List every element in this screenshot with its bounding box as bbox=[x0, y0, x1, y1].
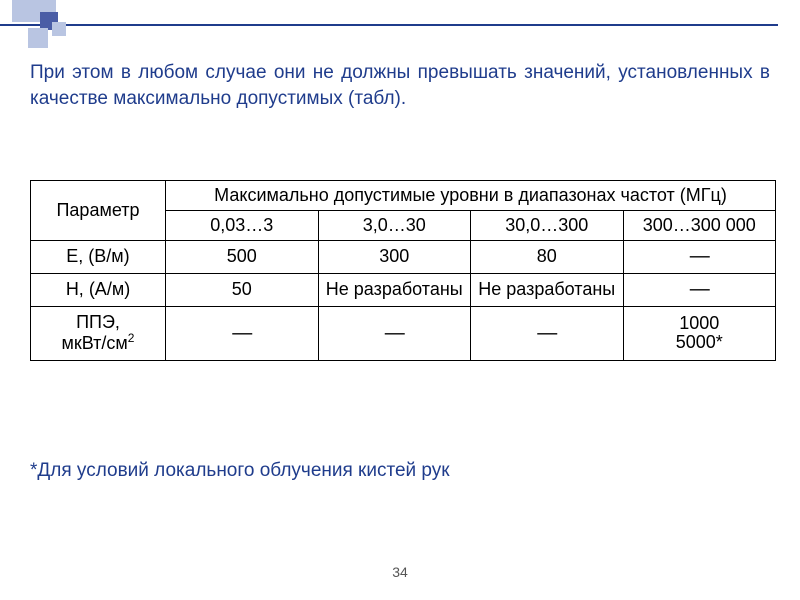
param-label-cell: ППЭ,мкВт/см2 bbox=[31, 306, 166, 361]
table-row: ППЭ,мкВт/см2———10005000* bbox=[31, 306, 776, 361]
table-header-row: Параметр Максимально допустимые уровни в… bbox=[31, 181, 776, 211]
intro-paragraph: При этом в любом случае они не должны пр… bbox=[30, 60, 770, 111]
top-divider bbox=[0, 24, 778, 26]
header-parameter: Параметр bbox=[31, 181, 166, 241]
value-cell: — bbox=[318, 306, 471, 361]
value-cell: — bbox=[471, 306, 624, 361]
value-cell: 80 bbox=[471, 241, 624, 274]
freq-header-cell: 0,03…3 bbox=[166, 211, 319, 241]
value-cell: 10005000* bbox=[623, 306, 776, 361]
decor-square bbox=[52, 22, 66, 36]
page-number: 34 bbox=[0, 564, 800, 580]
footnote: *Для условий локального облучения кистей… bbox=[30, 460, 770, 482]
value-cell: — bbox=[623, 241, 776, 274]
decor-square bbox=[28, 28, 48, 48]
value-cell: Не разработаны bbox=[318, 273, 471, 306]
value-cell: 50 bbox=[166, 273, 319, 306]
value-cell: 300 bbox=[318, 241, 471, 274]
value-cell: — bbox=[623, 273, 776, 306]
value-cell: 500 bbox=[166, 241, 319, 274]
freq-header-cell: 30,0…300 bbox=[471, 211, 624, 241]
param-label-cell: E, (В/м) bbox=[31, 241, 166, 274]
value-cell: — bbox=[166, 306, 319, 361]
slide: При этом в любом случае они не должны пр… bbox=[0, 0, 800, 600]
param-label-cell: H, (А/м) bbox=[31, 273, 166, 306]
table-row: H, (А/м)50Не разработаныНе разработаны— bbox=[31, 273, 776, 306]
decor-square bbox=[12, 0, 34, 22]
value-cell: Не разработаны bbox=[471, 273, 624, 306]
header-span: Максимально допустимые уровни в диапазон… bbox=[166, 181, 776, 211]
limits-table-wrap: Параметр Максимально допустимые уровни в… bbox=[30, 180, 776, 361]
freq-header-cell: 3,0…30 bbox=[318, 211, 471, 241]
table-row: E, (В/м)50030080— bbox=[31, 241, 776, 274]
freq-header-cell: 300…300 000 bbox=[623, 211, 776, 241]
limits-table: Параметр Максимально допустимые уровни в… bbox=[30, 180, 776, 361]
